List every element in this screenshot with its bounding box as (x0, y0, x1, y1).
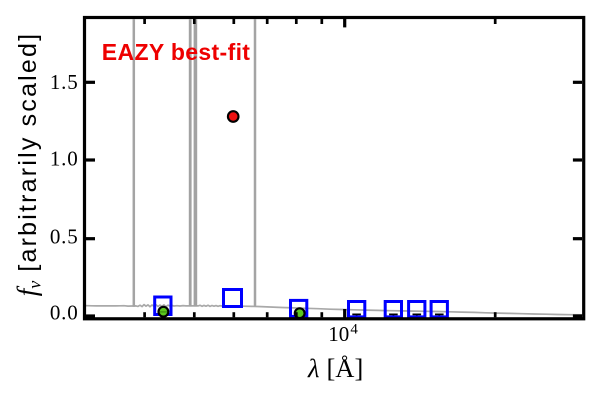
svg-text:1.5: 1.5 (50, 70, 79, 94)
svg-text:104: 104 (328, 322, 358, 346)
svg-text:EAZY best-fit: EAZY best-fit (102, 39, 251, 65)
svg-text:λ[Å]: λ [Å] (307, 353, 363, 383)
svg-text:1.0: 1.0 (50, 146, 79, 170)
svg-text:fν [arbitrarily scaled]: fν [arbitrarily scaled] (12, 32, 45, 297)
svg-text:0.5: 0.5 (50, 225, 79, 249)
svg-text:0.0: 0.0 (50, 301, 79, 325)
